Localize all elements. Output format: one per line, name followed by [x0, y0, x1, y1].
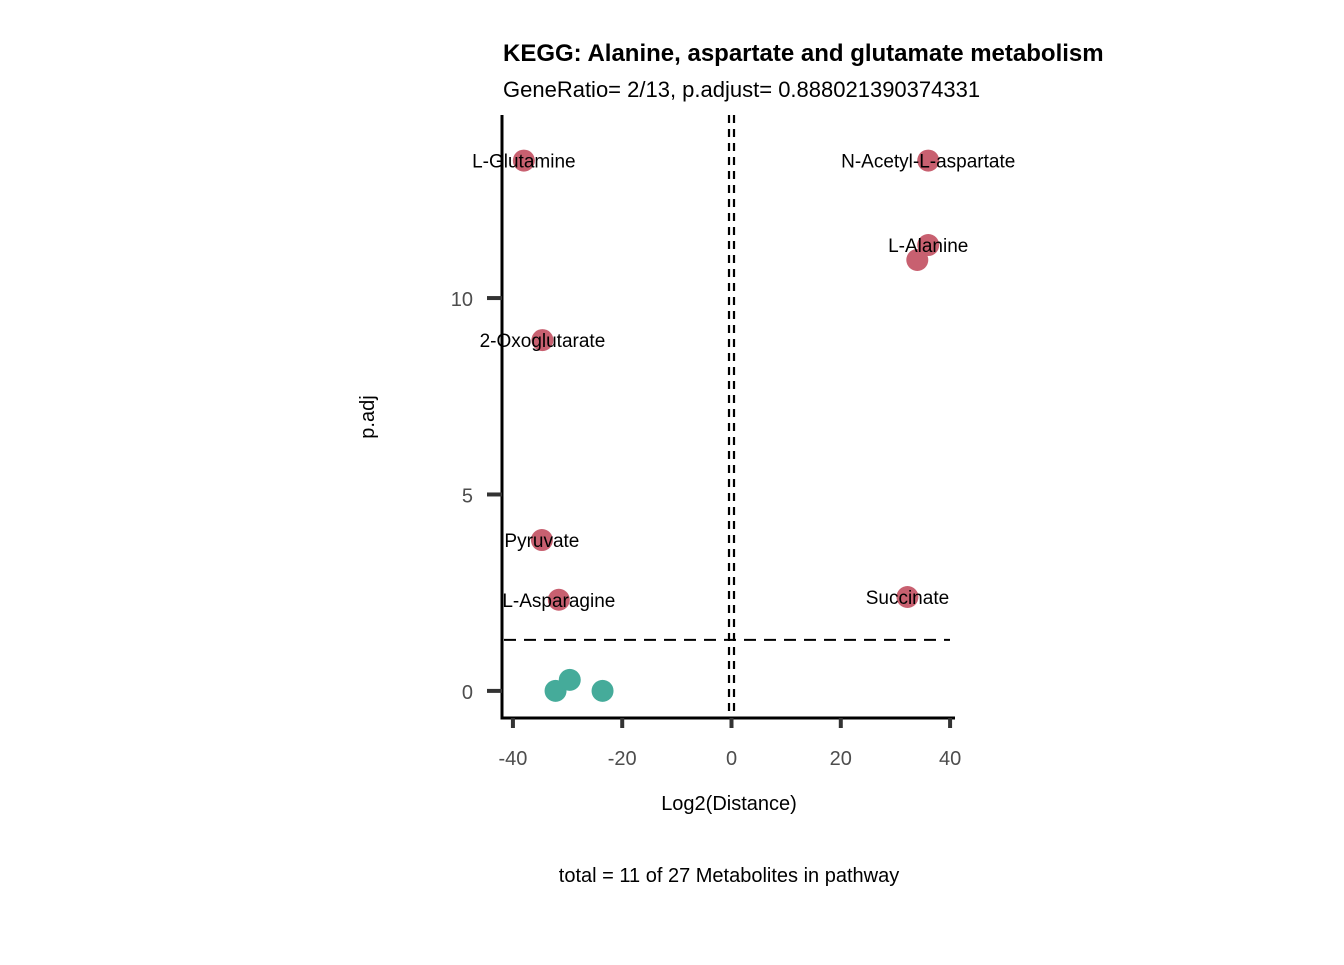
point-label: L-Alanine — [888, 236, 968, 257]
x-tick-label: 40 — [939, 748, 961, 770]
x-axis-label: Log2(Distance) — [661, 793, 797, 815]
data-point — [896, 586, 919, 609]
x-tick-label: -20 — [608, 748, 637, 770]
y-axis-label: p.adj — [357, 395, 379, 438]
x-tick-label: -40 — [498, 748, 527, 770]
x-tick-label: 20 — [830, 748, 852, 770]
y-tick-label: 0 — [462, 682, 473, 704]
point-label: L-Glutamine — [472, 152, 576, 173]
data-point — [906, 248, 929, 271]
data-point — [591, 679, 614, 702]
data-point — [558, 668, 581, 691]
chart-subtitle: GeneRatio= 2/13, p.adjust= 0.88802139037… — [503, 77, 980, 102]
point-label: N-Acetyl-L-aspartate — [841, 152, 1015, 173]
data-point — [530, 529, 553, 552]
data-point — [917, 149, 940, 172]
chart-title: KEGG: Alanine, aspartate and glutamate m… — [503, 40, 1104, 67]
point-label: 2-Oxoglutarate — [480, 331, 606, 352]
data-point — [512, 149, 535, 172]
x-tick-label: 0 — [726, 748, 737, 770]
y-tick-label: 5 — [462, 485, 473, 507]
plot-area: -40 -20 0 20 40 0 5 10 L-Glutamine N-Acetyl-L-asp… — [451, 115, 1015, 770]
point-label: Succinate — [866, 588, 949, 609]
point-label: L-Asparagine — [502, 591, 615, 612]
y-tick-label: 10 — [451, 289, 473, 311]
data-point — [547, 588, 570, 611]
chart-caption: total = 11 of 27 Metabolites in pathway — [559, 865, 899, 887]
point-label: Pyruvate — [504, 531, 579, 552]
data-point — [531, 329, 554, 352]
